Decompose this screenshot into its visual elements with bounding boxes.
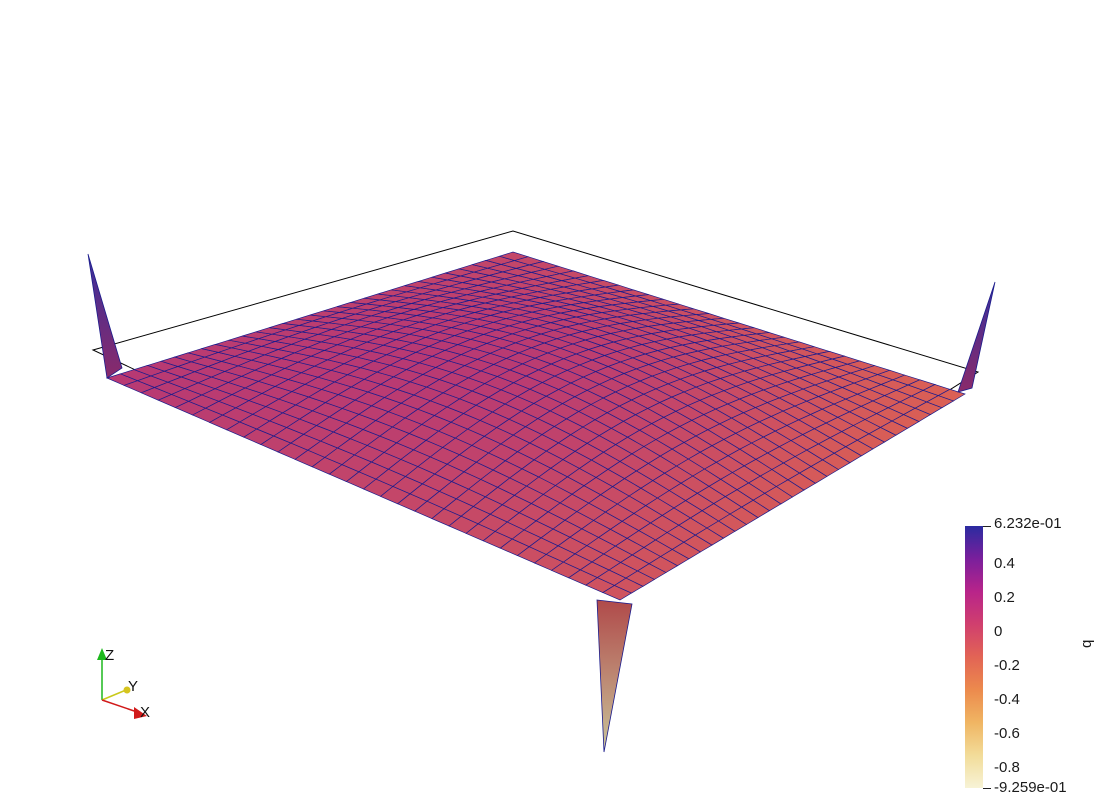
colorbar-tick-label: 0.4: [994, 555, 1015, 572]
colorbar-tick-label: 0: [994, 623, 1003, 640]
bottom-spike: [596, 599, 633, 753]
x-axis-label: X: [140, 704, 150, 721]
colorbar-title: q: [1078, 639, 1095, 648]
colorbar-max-tick: [983, 526, 991, 527]
corner-spikes: [87, 253, 996, 753]
colorbar-tick-label: -0.6: [994, 725, 1020, 742]
colorbar-min-label: -9.259e-01: [994, 779, 1067, 796]
z-axis-label: Z: [105, 647, 114, 664]
colorbar-gradient: [965, 526, 983, 788]
colorbar-min-tick: [983, 788, 991, 789]
colorbar-tick-label: -0.2: [994, 657, 1020, 674]
right-spike: [957, 281, 996, 393]
colorbar-tick-label: -0.4: [994, 691, 1020, 708]
y-axis-icon: [123, 686, 131, 694]
orientation-axes: Z Y X: [97, 647, 150, 721]
colorbar-max-label: 6.232e-01: [994, 515, 1062, 532]
colorbar-tick-label: 0.2: [994, 589, 1015, 606]
colorbar-tick-label: -0.8: [994, 759, 1020, 776]
x-arrow-icon: [134, 707, 147, 719]
y-axis-label: Y: [128, 678, 138, 695]
surface-mesh: [105, 251, 966, 601]
z-arrow-icon: [97, 648, 107, 660]
left-spike: [87, 253, 123, 379]
